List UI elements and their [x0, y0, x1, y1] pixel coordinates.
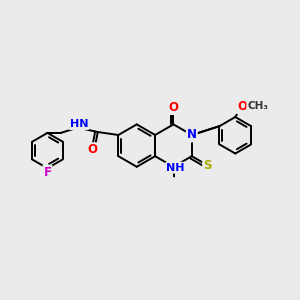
Text: O: O	[237, 100, 247, 113]
Text: O: O	[87, 143, 97, 156]
Text: HN: HN	[70, 119, 88, 129]
Text: CH₃: CH₃	[247, 101, 268, 111]
Text: F: F	[44, 166, 51, 178]
Text: S: S	[203, 159, 212, 172]
Text: N: N	[187, 128, 197, 142]
Text: O: O	[169, 101, 178, 114]
Text: NH: NH	[166, 163, 185, 173]
